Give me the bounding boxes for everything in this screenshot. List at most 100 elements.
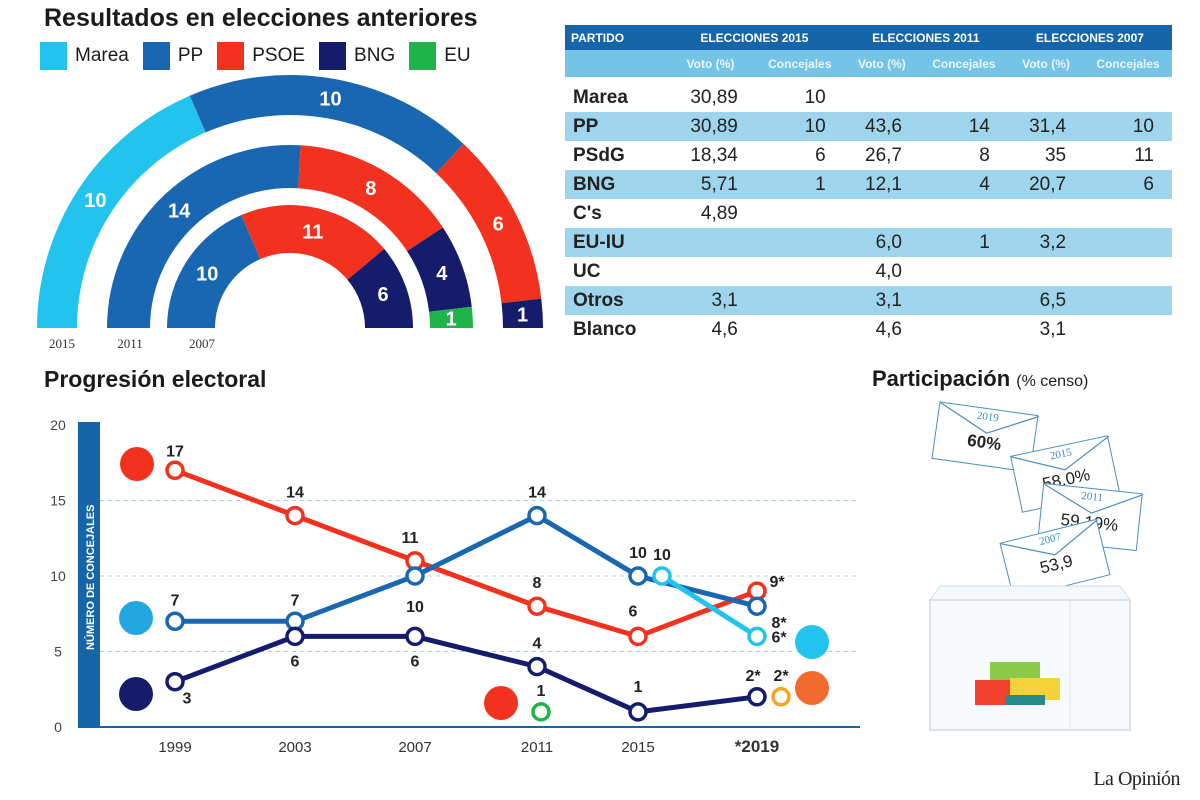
data-label: 14 (528, 485, 546, 502)
y-tick-label: 20 (50, 417, 66, 433)
cell (755, 228, 844, 257)
data-label: 3 (183, 691, 192, 708)
point-pp (527, 505, 547, 526)
cell: 14 (919, 112, 1008, 141)
series-line-psoe (174, 467, 758, 640)
cell (665, 228, 756, 257)
cell (755, 286, 844, 315)
cell: 10 (804, 86, 826, 108)
party-name: Blanco (573, 318, 637, 340)
series-line-marea (660, 573, 759, 639)
y-tick-label: 15 (50, 493, 66, 509)
cell (1008, 257, 1084, 286)
cell: 6,5 (1007, 286, 1085, 315)
point-pp (165, 611, 185, 632)
subheader: Concejales (1084, 50, 1172, 77)
x-tick-label: 2015 (621, 739, 654, 756)
envelope-2015: 2015 58,0% (1010, 435, 1120, 513)
data-label: 6 (291, 653, 300, 670)
subheader: Concejales (755, 50, 844, 77)
segment-label: 14 (168, 201, 191, 223)
data-label: 7 (171, 592, 180, 609)
x-tick-label: 2003 (278, 739, 311, 756)
x-tick-label: 1999 (158, 739, 191, 756)
other-party-logo-icon (795, 671, 829, 705)
cell (756, 199, 844, 228)
y-tick-label: 10 (50, 568, 66, 584)
ballot-box-icon (929, 585, 1131, 731)
point-bng (405, 626, 425, 647)
results-title: Resultados en elecciones anteriores (44, 4, 478, 32)
cell: 30,89 (665, 112, 756, 141)
cell: 6 (1084, 170, 1172, 199)
cell: 4,0 (875, 260, 902, 282)
point-pp (405, 566, 425, 586)
point-psoe (165, 460, 185, 481)
cell (1084, 286, 1172, 315)
party-name: EU-IU (565, 228, 665, 257)
cell (1084, 257, 1172, 286)
cell (665, 257, 756, 286)
party-name: PSdG (573, 144, 625, 166)
party-name: Marea (573, 86, 628, 108)
legend-item-psoe: PSOE (217, 42, 305, 70)
segment-2015-pp (189, 75, 464, 174)
cell: 3,2 (1007, 228, 1085, 257)
cell (1084, 83, 1172, 112)
data-label: 2* (745, 668, 761, 685)
pp-logo-icon (119, 601, 153, 635)
table-row: PP 30,89 10 43,6 14 31,4 10 (565, 112, 1172, 141)
segment-label: 10 (84, 190, 106, 212)
data-label: 17 (166, 443, 184, 460)
segment-label: 1 (446, 309, 457, 331)
cell: 6,0 (843, 228, 920, 257)
x-tick-label: 2011 (521, 739, 553, 756)
data-label: 8 (533, 575, 542, 592)
cell: 3,1 (665, 286, 756, 315)
table-row: Blanco 4,6 4,6 3,1 (565, 315, 1172, 344)
segment-label: 10 (319, 89, 341, 111)
cell: 1 (755, 170, 844, 199)
segment-2015-psoe (436, 143, 542, 304)
point-bng (747, 687, 767, 707)
segment-2007-pp (167, 215, 261, 328)
cell (920, 199, 1008, 228)
data-label: 11 (402, 530, 419, 547)
series-line-bng (174, 633, 758, 715)
marea-logo-icon (795, 625, 829, 659)
results-table: PARTIDO ELECCIONES 2015 ELECCIONES 2011 … (565, 25, 1172, 344)
point-bng (628, 702, 648, 722)
y-tick-label: 0 (54, 719, 62, 735)
data-label: 6 (411, 653, 420, 670)
party-name: UC (573, 260, 601, 282)
participation-subtitle: (% censo) (1016, 373, 1089, 390)
segment-2015-bng (501, 298, 543, 328)
ring-year-label: 2007 (189, 336, 216, 351)
cell (920, 315, 1008, 344)
y-axis-bar (78, 422, 100, 727)
data-label: 14 (286, 485, 304, 502)
cell: 11 (1134, 144, 1154, 166)
table-row: Otros 3,1 3,1 6,5 (565, 286, 1172, 315)
data-label: 9* (769, 574, 785, 591)
table-row: UC 4,0 (565, 257, 1172, 286)
cell (920, 83, 1008, 112)
cell: 35 (1044, 144, 1067, 166)
point-eu (531, 702, 551, 722)
progression-title: Progresión electoral (44, 366, 267, 392)
party-name: C's (573, 202, 602, 224)
data-label: 8* (771, 615, 787, 632)
cell: 3,1 (1039, 318, 1067, 340)
point-psoe (285, 505, 305, 526)
point-marea (747, 626, 767, 647)
segment-label: 4 (436, 263, 448, 285)
subheader: Voto (%) (1007, 50, 1085, 77)
table-row: Marea 30,89 10 (565, 83, 1172, 112)
cell (844, 83, 920, 112)
bng-logo-icon (119, 677, 153, 711)
cell: 4,6 (711, 318, 738, 340)
cell: 4,89 (700, 202, 738, 224)
party-name: PP (565, 112, 665, 141)
data-label: 7 (291, 592, 300, 609)
point-other (771, 687, 791, 707)
